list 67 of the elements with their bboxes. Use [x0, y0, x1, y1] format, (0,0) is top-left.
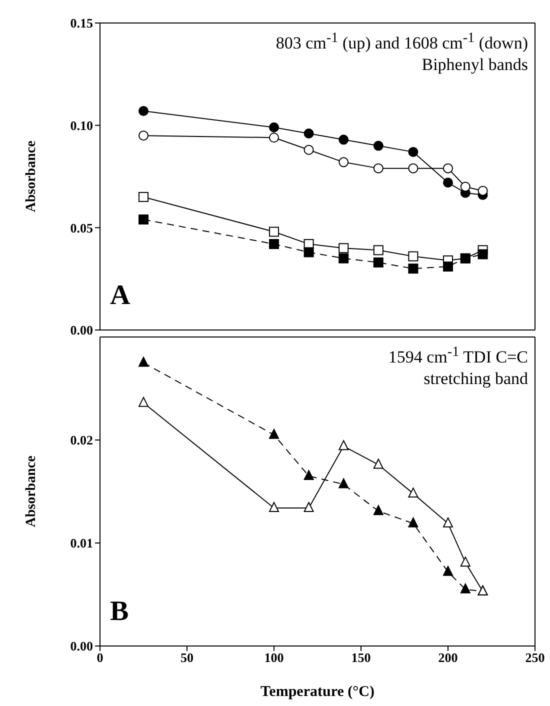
- x-axis-title: Temperature (°C): [260, 684, 374, 700]
- point: [408, 517, 418, 528]
- x-tick-label: 250: [525, 650, 545, 666]
- y-tick-label: 0.00: [70, 638, 93, 654]
- point: [138, 130, 148, 141]
- point: [338, 134, 349, 145]
- point: [269, 132, 279, 143]
- point: [443, 566, 453, 576]
- point: [269, 239, 279, 250]
- point: [304, 144, 314, 155]
- point: [373, 245, 384, 256]
- point: [138, 396, 148, 407]
- annotation: Biphenyl bands: [420, 54, 528, 75]
- annotation: 803 cm$^{-1}$ (up) and 1608 cm$^{-1}$ (down): [276, 29, 528, 54]
- point: [373, 458, 384, 469]
- point: [373, 257, 384, 268]
- y-tick-label: 0.05: [70, 220, 94, 236]
- point: [408, 163, 418, 174]
- point: [408, 264, 418, 274]
- point: [138, 106, 148, 116]
- annotation: B: [110, 596, 129, 628]
- point: [443, 163, 453, 174]
- point: [269, 226, 279, 237]
- x-tick-label: 50: [180, 650, 194, 666]
- point: [338, 253, 349, 264]
- point: [408, 146, 418, 157]
- point: [269, 122, 279, 132]
- y-tick-label: 0.01: [70, 536, 93, 551]
- y-axis-title: Absorbance: [24, 456, 39, 528]
- point: [373, 140, 384, 151]
- point: [460, 182, 470, 192]
- point: [304, 470, 314, 480]
- point: [304, 128, 314, 139]
- point: [138, 192, 148, 202]
- annotation: A: [110, 280, 130, 312]
- point: [338, 243, 349, 254]
- y-tick-label: 0.02: [70, 432, 93, 448]
- annotation: 1594 cm$^{-1}$ TDI C=C: [388, 343, 528, 368]
- annotation: stretching band: [422, 368, 528, 389]
- y-tick-label: 0.00: [70, 322, 93, 338]
- point: [408, 488, 418, 498]
- point: [478, 186, 488, 196]
- point: [338, 478, 349, 488]
- point: [478, 249, 488, 260]
- x-tick-label: 0: [96, 650, 104, 666]
- point: [338, 440, 349, 450]
- point: [138, 214, 148, 224]
- point: [269, 502, 279, 512]
- point: [443, 262, 453, 272]
- point: [138, 356, 148, 367]
- point: [408, 251, 418, 262]
- point: [443, 517, 453, 528]
- point: [304, 247, 314, 258]
- point: [373, 505, 384, 516]
- point: [338, 157, 349, 168]
- point: [443, 178, 453, 188]
- point: [269, 428, 279, 439]
- point: [460, 583, 470, 594]
- x-tick-label: 200: [438, 650, 458, 666]
- point: [304, 502, 314, 512]
- y-tick-label: 0.10: [70, 118, 93, 133]
- x-tick-label: 100: [264, 650, 284, 666]
- point: [460, 556, 470, 567]
- x-tick-label: 150: [351, 650, 371, 666]
- y-axis-title: Absorbance: [24, 140, 39, 212]
- point: [373, 163, 384, 174]
- y-tick-label: 0.15: [70, 16, 94, 31]
